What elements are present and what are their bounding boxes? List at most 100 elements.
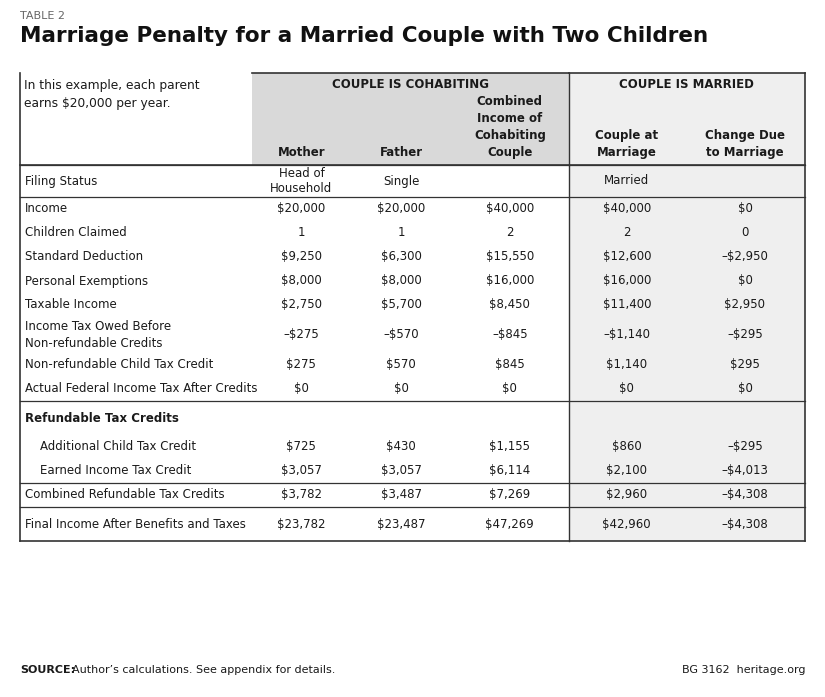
Text: $725: $725 <box>286 441 316 454</box>
Text: $6,114: $6,114 <box>489 464 530 477</box>
Text: –$570: –$570 <box>384 328 419 342</box>
Text: $1,155: $1,155 <box>489 441 530 454</box>
Text: Married: Married <box>604 174 649 187</box>
Bar <box>568 165 805 197</box>
Text: $0: $0 <box>502 383 517 395</box>
Text: $8,000: $8,000 <box>281 275 322 287</box>
Text: $42,960: $42,960 <box>602 517 651 530</box>
Text: $0: $0 <box>620 383 634 395</box>
Text: $20,000: $20,000 <box>277 203 326 215</box>
Text: BG 3162  heritage.org: BG 3162 heritage.org <box>681 665 805 675</box>
Bar <box>568 483 805 507</box>
Text: Final Income After Benefits and Taxes: Final Income After Benefits and Taxes <box>25 517 246 530</box>
Text: –$295: –$295 <box>727 328 763 342</box>
Text: Income Tax Owed Before
Non-refundable Credits: Income Tax Owed Before Non-refundable Cr… <box>25 320 171 350</box>
Text: $3,057: $3,057 <box>281 464 322 477</box>
Bar <box>568 197 805 221</box>
Bar <box>568 245 805 269</box>
Text: $275: $275 <box>286 358 316 372</box>
Text: $2,960: $2,960 <box>606 489 648 502</box>
Text: $8,450: $8,450 <box>489 298 530 312</box>
Text: Earned Income Tax Credit: Earned Income Tax Credit <box>40 464 191 477</box>
Text: TABLE 2: TABLE 2 <box>20 11 65 21</box>
Bar <box>568 401 805 435</box>
Text: $23,782: $23,782 <box>277 517 326 530</box>
Text: $2,750: $2,750 <box>281 298 322 312</box>
Text: –$2,950: –$2,950 <box>722 250 768 263</box>
Text: $1,140: $1,140 <box>606 358 648 372</box>
Text: Taxable Income: Taxable Income <box>25 298 117 312</box>
Bar <box>568 293 805 317</box>
Text: COUPLE IS COHABITING: COUPLE IS COHABITING <box>332 79 488 91</box>
Text: Income: Income <box>25 203 68 215</box>
Text: 2: 2 <box>506 227 514 240</box>
Text: $47,269: $47,269 <box>485 517 535 530</box>
Text: –$295: –$295 <box>727 441 763 454</box>
Text: COUPLE IS MARRIED: COUPLE IS MARRIED <box>620 79 754 91</box>
Text: $11,400: $11,400 <box>602 298 651 312</box>
Text: –$4,308: –$4,308 <box>722 517 768 530</box>
Text: Refundable Tax Credits: Refundable Tax Credits <box>25 411 179 424</box>
Text: $0: $0 <box>294 383 309 395</box>
Text: Actual Federal Income Tax After Credits: Actual Federal Income Tax After Credits <box>25 383 257 395</box>
Text: $0: $0 <box>394 383 408 395</box>
Text: Filing Status: Filing Status <box>25 174 97 187</box>
Text: $3,057: $3,057 <box>380 464 422 477</box>
Text: Combined Refundable Tax Credits: Combined Refundable Tax Credits <box>25 489 224 502</box>
Bar <box>568 435 805 459</box>
Text: $845: $845 <box>495 358 525 372</box>
Text: $9,250: $9,250 <box>281 250 322 263</box>
Text: 1: 1 <box>298 227 305 240</box>
Text: $2,950: $2,950 <box>724 298 766 312</box>
Text: Marriage Penalty for a Married Couple with Two Children: Marriage Penalty for a Married Couple wi… <box>20 26 708 46</box>
Text: Couple at
Marriage: Couple at Marriage <box>596 129 658 159</box>
Text: Father: Father <box>380 146 422 159</box>
Text: $16,000: $16,000 <box>486 275 534 287</box>
Bar <box>568 269 805 293</box>
Text: $6,300: $6,300 <box>380 250 422 263</box>
Text: 2: 2 <box>623 227 630 240</box>
Text: Mother: Mother <box>277 146 325 159</box>
Text: –$4,013: –$4,013 <box>722 464 768 477</box>
Text: $16,000: $16,000 <box>602 275 651 287</box>
Text: $20,000: $20,000 <box>377 203 425 215</box>
Text: –$1,140: –$1,140 <box>603 328 650 342</box>
Text: $40,000: $40,000 <box>603 203 651 215</box>
Text: Author’s calculations. See appendix for details.: Author’s calculations. See appendix for … <box>72 665 336 675</box>
Text: $430: $430 <box>386 441 416 454</box>
Text: $3,782: $3,782 <box>281 489 322 502</box>
Text: $7,269: $7,269 <box>489 489 530 502</box>
Text: In this example, each parent
earns $20,000 per year.: In this example, each parent earns $20,0… <box>24 79 200 110</box>
Text: Non-refundable Child Tax Credit: Non-refundable Child Tax Credit <box>25 358 214 372</box>
Text: $570: $570 <box>386 358 416 372</box>
Text: 0: 0 <box>741 227 748 240</box>
Text: Single: Single <box>383 174 419 187</box>
Bar <box>568 73 805 165</box>
Text: $0: $0 <box>738 275 752 287</box>
Text: $23,487: $23,487 <box>377 517 426 530</box>
Text: $40,000: $40,000 <box>486 203 534 215</box>
Text: –$845: –$845 <box>492 328 528 342</box>
Text: Children Claimed: Children Claimed <box>25 227 127 240</box>
Bar <box>568 353 805 377</box>
Text: $0: $0 <box>738 203 752 215</box>
Text: $2,100: $2,100 <box>606 464 648 477</box>
Text: Additional Child Tax Credit: Additional Child Tax Credit <box>40 441 196 454</box>
Text: $12,600: $12,600 <box>602 250 651 263</box>
Text: Standard Deduction: Standard Deduction <box>25 250 143 263</box>
Bar <box>252 73 568 165</box>
Text: $0: $0 <box>738 383 752 395</box>
Text: $860: $860 <box>612 441 642 454</box>
Text: $8,000: $8,000 <box>381 275 422 287</box>
Text: $295: $295 <box>730 358 760 372</box>
Bar <box>568 459 805 483</box>
Text: SOURCE:: SOURCE: <box>20 665 75 675</box>
Bar <box>568 221 805 245</box>
Text: Combined
Income of
Cohabiting
Couple: Combined Income of Cohabiting Couple <box>474 95 546 159</box>
Text: 1: 1 <box>398 227 405 240</box>
Text: $5,700: $5,700 <box>380 298 422 312</box>
Text: Personal Exemptions: Personal Exemptions <box>25 275 148 287</box>
Text: Change Due
to Marriage: Change Due to Marriage <box>705 129 785 159</box>
Text: $3,487: $3,487 <box>380 489 422 502</box>
Text: Head of
Household: Head of Household <box>271 167 332 195</box>
